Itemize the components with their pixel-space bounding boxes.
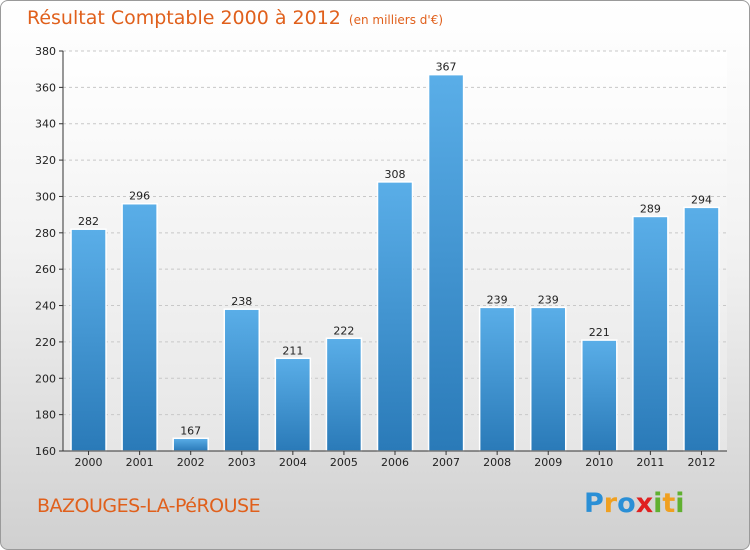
y-tick-label: 340 — [35, 118, 56, 131]
x-tick-label-2000: 2000 — [75, 456, 103, 469]
y-tick-label: 220 — [35, 336, 56, 349]
bar-2005 — [325, 337, 363, 452]
bar-2008 — [478, 306, 516, 452]
logo-letter: x — [635, 488, 654, 519]
value-label-2012: 294 — [691, 193, 712, 206]
x-tick-label-2006: 2006 — [381, 456, 409, 469]
proxiti-logo: Proxiti — [584, 488, 685, 519]
value-label-2005: 222 — [333, 324, 354, 337]
value-label-2009: 239 — [538, 293, 559, 306]
commune-name: BAZOUGES-LA-PéROUSE — [37, 495, 261, 517]
x-tick-label-2008: 2008 — [483, 456, 511, 469]
x-tick-label-2012: 2012 — [687, 456, 715, 469]
y-tick-label: 160 — [35, 445, 56, 458]
logo-letter: r — [603, 488, 618, 519]
value-label-2002: 167 — [180, 424, 201, 437]
chart-subtitle: (en milliers d'€) — [348, 13, 444, 27]
y-tick-label: 380 — [35, 45, 56, 58]
bar-2002 — [172, 437, 209, 452]
value-label-2000: 282 — [78, 215, 99, 228]
value-label-2006: 308 — [385, 168, 406, 181]
y-tick-label: 260 — [35, 263, 56, 276]
x-tick-label-2011: 2011 — [636, 456, 664, 469]
logo-letter: o — [617, 488, 636, 519]
x-tick-label-2004: 2004 — [279, 456, 307, 469]
value-label-2007: 367 — [436, 61, 457, 74]
value-label-2011: 289 — [640, 202, 661, 215]
x-tick-label-2005: 2005 — [330, 456, 358, 469]
value-label-2001: 296 — [129, 190, 150, 203]
bar-2000 — [70, 228, 107, 452]
y-tick-label: 320 — [35, 154, 56, 167]
x-tick-label-2010: 2010 — [585, 456, 613, 469]
chart-title-text: Résultat Comptable 2000 à 2012 — [27, 7, 341, 29]
bar-2012 — [683, 206, 720, 452]
value-label-2003: 238 — [231, 295, 252, 308]
bar-2009 — [529, 306, 567, 452]
bar-2010 — [581, 339, 618, 452]
value-label-2010: 221 — [589, 326, 610, 339]
y-tick-label: 200 — [35, 372, 56, 385]
bar-2003 — [223, 308, 261, 452]
x-tick-label-2003: 2003 — [228, 456, 256, 469]
y-tick-label: 280 — [35, 227, 56, 240]
logo-letter: i — [653, 488, 663, 519]
logo-letter: i — [675, 488, 685, 519]
bar-2006 — [376, 181, 414, 452]
logo-letter: t — [662, 488, 676, 519]
chart-title: Résultat Comptable 2000 à 2012 (en millie… — [27, 7, 443, 29]
value-label-2004: 211 — [282, 344, 303, 357]
bar-2007 — [427, 73, 465, 452]
x-tick-label-2009: 2009 — [534, 456, 562, 469]
y-tick-label: 300 — [35, 190, 56, 203]
value-label-2008: 239 — [487, 293, 508, 306]
x-tick-label-2002: 2002 — [177, 456, 205, 469]
x-tick-label-2001: 2001 — [126, 456, 154, 469]
bar-2001 — [121, 202, 158, 452]
y-tick-label: 240 — [35, 300, 56, 313]
y-tick-label: 360 — [35, 81, 56, 94]
x-tick-label-2007: 2007 — [432, 456, 460, 469]
bar-2004 — [274, 357, 312, 452]
bar-2011 — [632, 215, 669, 452]
y-tick-label: 180 — [35, 409, 56, 422]
logo-letter: P — [584, 488, 604, 519]
